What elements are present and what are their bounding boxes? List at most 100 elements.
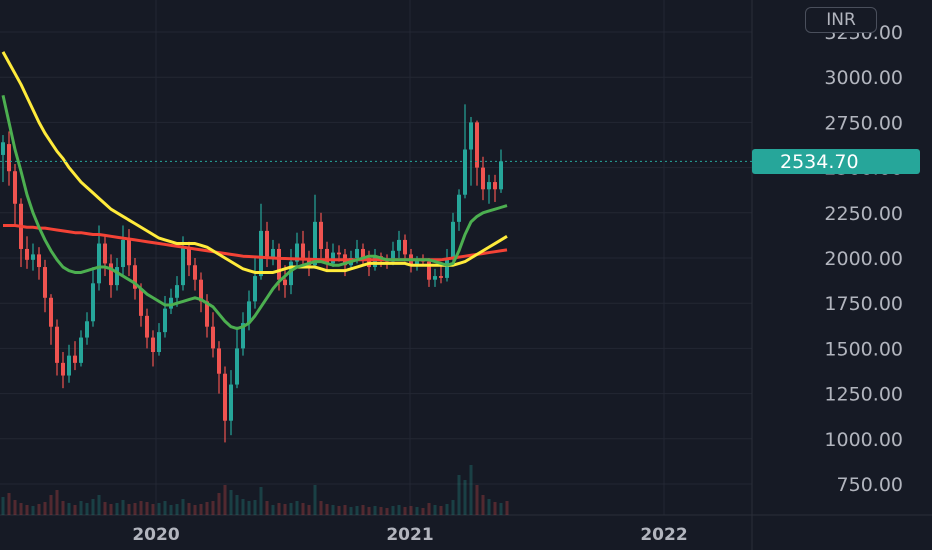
- candle: [163, 295, 167, 338]
- candles: [1, 104, 503, 443]
- volume-bar: [385, 508, 389, 515]
- ma-fast-line: [1, 94, 508, 331]
- candle-body: [97, 243, 101, 284]
- volume-bar: [463, 480, 467, 515]
- candle: [331, 243, 335, 268]
- candle: [451, 212, 455, 262]
- y-tick-label: 3000.00: [824, 67, 903, 89]
- candle-body: [211, 326, 215, 349]
- currency-button[interactable]: INR: [805, 7, 877, 33]
- volume-bar: [175, 504, 179, 515]
- volume-bar: [103, 502, 107, 515]
- y-axis[interactable]: 750.00 1000.00 1250.00 1500.00 1750.00 2000.0…: [824, 22, 903, 496]
- last-price-label: 2534.70: [752, 149, 920, 174]
- volume-bar: [13, 500, 17, 515]
- volume-bar: [427, 503, 431, 515]
- x-axis[interactable]: 2020 2021 2022: [132, 525, 687, 545]
- x-tick-label: 2020: [132, 525, 179, 545]
- candle-body: [325, 248, 329, 264]
- candle: [217, 341, 221, 394]
- candle-body: [451, 221, 455, 258]
- candle: [13, 163, 17, 226]
- candle: [145, 308, 149, 349]
- candle-body: [7, 144, 11, 172]
- candle: [439, 265, 443, 284]
- candle: [481, 156, 485, 201]
- candle-body: [79, 337, 83, 363]
- volume-bar: [133, 503, 137, 515]
- volume-bar: [451, 500, 455, 515]
- candle-body: [361, 248, 365, 258]
- candle: [469, 116, 473, 186]
- volume-bar: [289, 503, 293, 515]
- candle: [25, 236, 29, 269]
- volume-bar: [193, 505, 197, 515]
- volume-bar: [223, 485, 227, 515]
- candle-body: [193, 265, 197, 280]
- candle-body: [439, 276, 443, 278]
- candle: [361, 243, 365, 266]
- candle: [391, 241, 395, 266]
- ma-slow-line: [3, 223, 508, 262]
- candle: [67, 344, 71, 383]
- candle-body: [157, 332, 161, 353]
- candle-body: [295, 243, 299, 262]
- candle: [463, 104, 467, 199]
- candle-body: [277, 248, 281, 280]
- candle-body: [283, 279, 287, 286]
- candle: [385, 254, 389, 269]
- candle: [235, 326, 239, 389]
- candle-body: [415, 259, 419, 266]
- volume-bar: [481, 495, 485, 515]
- y-tick-label: 1500.00: [824, 338, 903, 360]
- candle-body: [271, 248, 275, 258]
- volume-bar: [259, 487, 263, 515]
- candle-body: [301, 243, 305, 260]
- candle-body: [427, 261, 431, 280]
- candle: [31, 243, 35, 271]
- volume-bar: [139, 501, 143, 515]
- y-tick-label: 1750.00: [824, 293, 903, 315]
- candle: [487, 174, 491, 204]
- moving-averages: [1, 51, 508, 331]
- candle: [73, 341, 77, 371]
- candle: [475, 120, 479, 186]
- candle-body: [151, 337, 155, 353]
- candle: [265, 221, 269, 268]
- volume-bar: [61, 501, 65, 515]
- candle: [397, 230, 401, 258]
- candle: [169, 288, 173, 315]
- volume-bar: [307, 505, 311, 515]
- volume-bar: [361, 505, 365, 515]
- candle-body: [235, 348, 239, 385]
- candle: [43, 259, 47, 313]
- volume-bar: [229, 490, 233, 515]
- candle: [85, 312, 89, 345]
- candle: [151, 330, 155, 367]
- candle: [97, 225, 101, 291]
- volume-bar: [211, 501, 215, 515]
- candle: [91, 267, 95, 327]
- volume-bar: [475, 485, 479, 515]
- volume-bar: [151, 504, 155, 515]
- volume-bar: [349, 507, 353, 515]
- volume-bar: [241, 499, 245, 515]
- candle: [271, 239, 275, 266]
- candle-body: [253, 276, 257, 302]
- volume-bar: [25, 505, 29, 515]
- volume-bar: [283, 504, 287, 515]
- candle-body: [313, 221, 317, 266]
- candle: [229, 370, 233, 436]
- candle-body: [145, 315, 149, 338]
- candle-body: [133, 265, 137, 289]
- volume-bar: [121, 500, 125, 515]
- candle: [157, 323, 161, 356]
- y-tick-label: 2000.00: [824, 248, 903, 270]
- volume-bar: [79, 501, 83, 515]
- volume-bar: [397, 505, 401, 515]
- volume-bar: [73, 505, 77, 515]
- candle-body: [127, 239, 131, 266]
- volume-bar: [373, 506, 377, 515]
